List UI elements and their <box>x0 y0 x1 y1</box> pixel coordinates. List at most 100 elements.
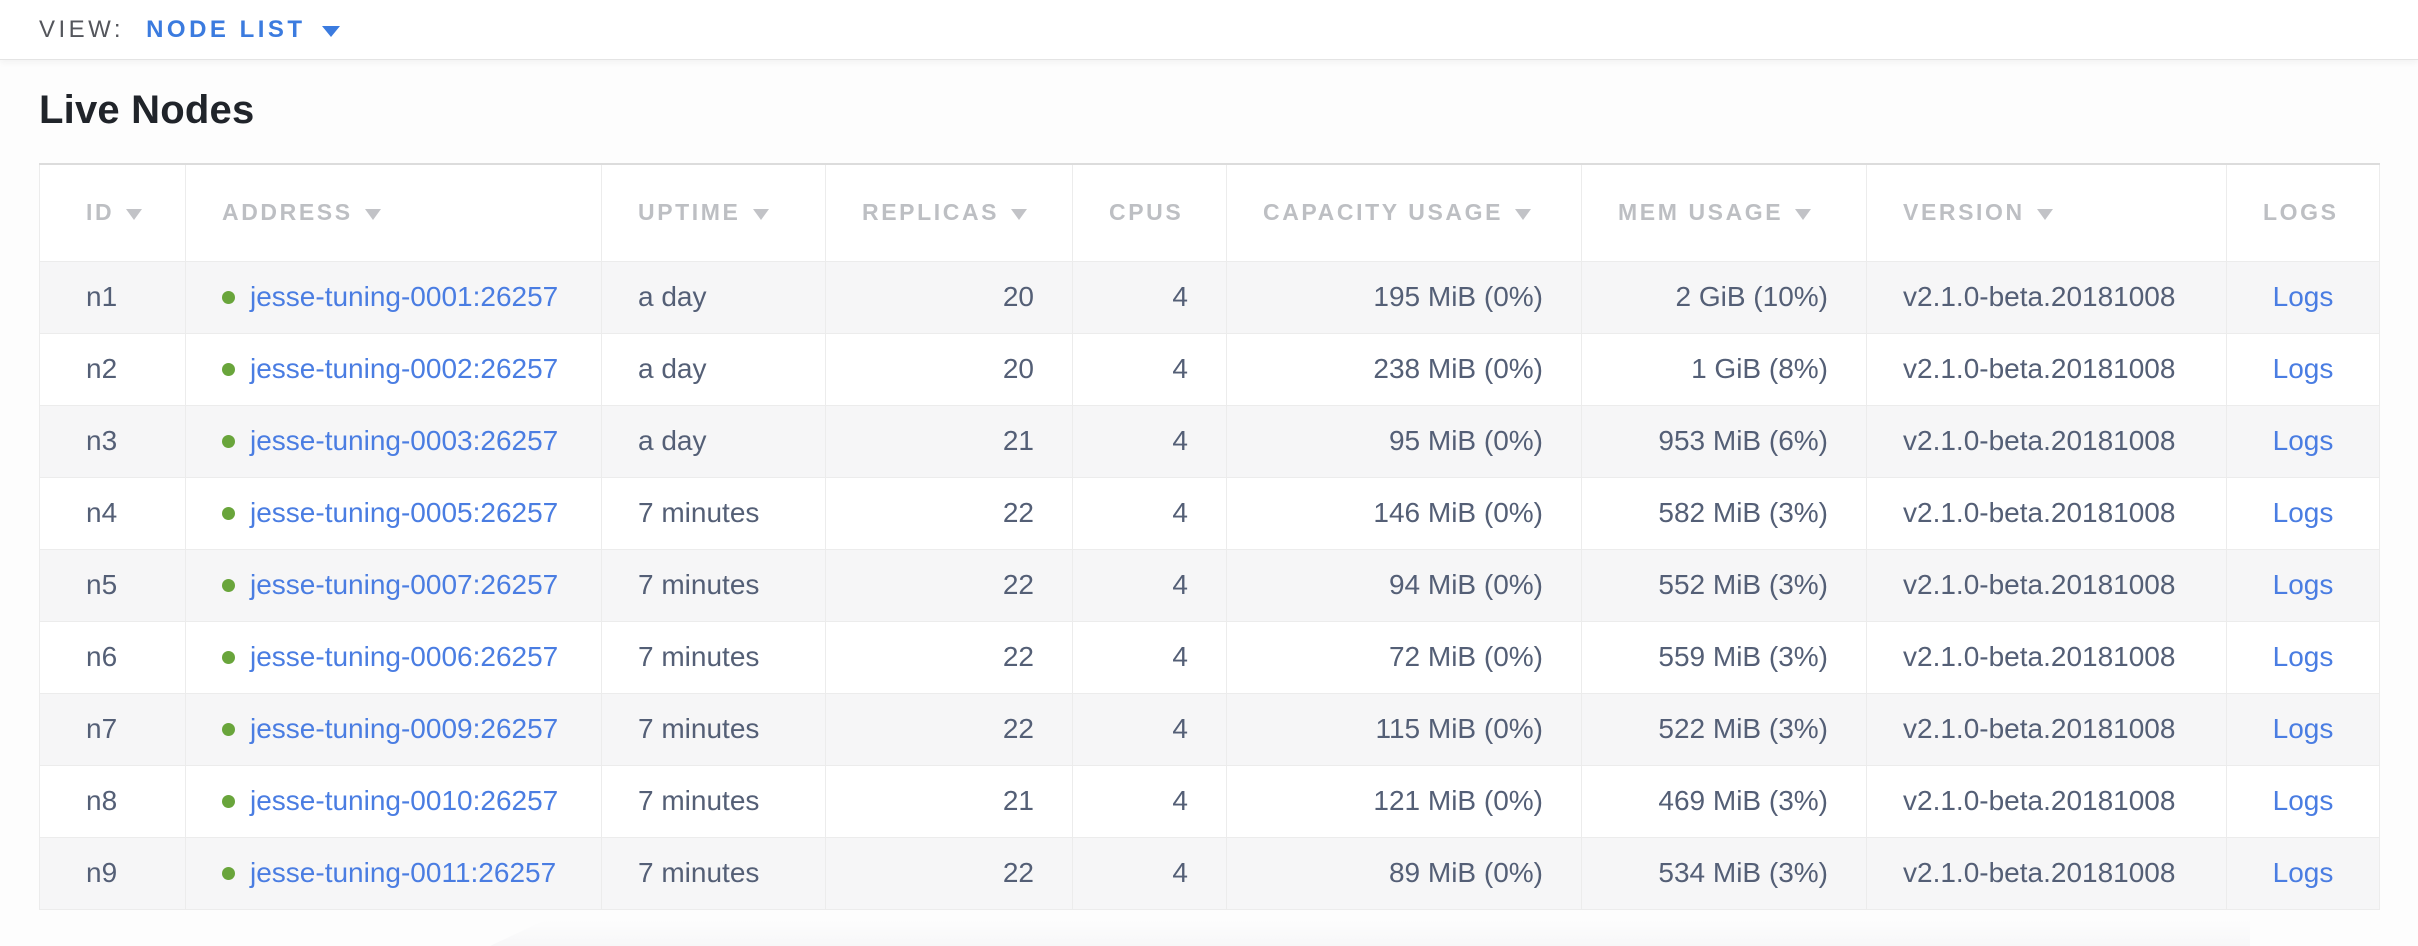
node-address-link[interactable]: jesse-tuning-0006:26257 <box>250 641 559 672</box>
node-id-cell: n3 <box>39 404 186 478</box>
node-cpus-cell: 4 <box>1072 332 1227 406</box>
sort-desc-icon <box>752 209 769 221</box>
node-address-cell: jesse-tuning-0006:26257 <box>185 620 602 694</box>
table-header-row: ID ADDRESS UPTIME REPLICAS CPUS CAPACITY… <box>39 163 2380 262</box>
node-logs-cell: Logs <box>2226 836 2380 910</box>
node-logs-link[interactable]: Logs <box>2272 857 2334 888</box>
node-logs-cell: Logs <box>2226 620 2380 694</box>
node-logs-link[interactable]: Logs <box>2272 497 2334 528</box>
node-address-link[interactable]: jesse-tuning-0011:26257 <box>250 857 557 888</box>
node-id-cell: n9 <box>39 836 186 910</box>
sort-desc-icon <box>1515 209 1532 221</box>
sort-desc-icon <box>364 209 381 221</box>
sort-desc-icon <box>2036 209 2053 221</box>
table-row: n4 jesse-tuning-0005:26257 7 minutes 22 … <box>39 476 2380 550</box>
node-status-dot-icon <box>222 506 235 520</box>
node-capacity-usage-cell: 94 MiB (0%) <box>1226 548 1582 622</box>
column-header-cpus: CPUS <box>1072 163 1227 262</box>
node-mem-usage-cell: 469 MiB (3%) <box>1581 764 1867 838</box>
node-cpus-cell: 4 <box>1072 764 1227 838</box>
node-address-cell: jesse-tuning-0007:26257 <box>185 548 602 622</box>
node-version-cell: v2.1.0-beta.20181008 <box>1866 404 2227 478</box>
node-address-link[interactable]: jesse-tuning-0002:26257 <box>250 353 559 384</box>
column-header-logs: LOGS <box>2226 163 2380 262</box>
node-status-dot-icon <box>222 362 235 376</box>
node-version-cell: v2.1.0-beta.20181008 <box>1866 836 2227 910</box>
node-replicas-cell: 22 <box>825 836 1073 910</box>
chevron-down-icon <box>321 25 340 37</box>
node-version-cell: v2.1.0-beta.20181008 <box>1866 548 2227 622</box>
node-logs-link[interactable]: Logs <box>2272 641 2334 672</box>
node-logs-link[interactable]: Logs <box>2272 713 2334 744</box>
node-uptime-cell: 7 minutes <box>601 476 826 550</box>
node-address-cell: jesse-tuning-0009:26257 <box>185 692 602 766</box>
node-address-cell: jesse-tuning-0011:26257 <box>185 836 602 910</box>
node-version-cell: v2.1.0-beta.20181008 <box>1866 260 2227 334</box>
node-status-dot-icon <box>222 722 235 736</box>
node-cpus-cell: 4 <box>1072 692 1227 766</box>
node-address-cell: jesse-tuning-0005:26257 <box>185 476 602 550</box>
node-capacity-usage-cell: 238 MiB (0%) <box>1226 332 1582 406</box>
node-cpus-cell: 4 <box>1072 404 1227 478</box>
node-uptime-cell: 7 minutes <box>601 764 826 838</box>
node-uptime-cell: 7 minutes <box>601 548 826 622</box>
node-logs-link[interactable]: Logs <box>2272 569 2334 600</box>
live-nodes-page: Live Nodes ID ADDRESS UPTIME REPLICAS CP… <box>0 60 2418 946</box>
column-header-id[interactable]: ID <box>39 163 186 262</box>
node-logs-cell: Logs <box>2226 332 2380 406</box>
table-row: n2 jesse-tuning-0002:26257 a day 20 4 23… <box>39 332 2380 406</box>
node-cpus-cell: 4 <box>1072 476 1227 550</box>
page-bottom-shadow <box>490 920 2250 946</box>
node-mem-usage-cell: 552 MiB (3%) <box>1581 548 1867 622</box>
column-header-address[interactable]: ADDRESS <box>185 163 602 262</box>
node-address-cell: jesse-tuning-0010:26257 <box>185 764 602 838</box>
column-header-mem-usage[interactable]: MEM USAGE <box>1581 163 1867 262</box>
node-logs-link[interactable]: Logs <box>2272 785 2334 816</box>
column-header-version[interactable]: VERSION <box>1866 163 2227 262</box>
node-mem-usage-cell: 1 GiB (8%) <box>1581 332 1867 406</box>
node-cpus-cell: 4 <box>1072 260 1227 334</box>
table-row: n6 jesse-tuning-0006:26257 7 minutes 22 … <box>39 620 2380 694</box>
column-header-capacity-usage[interactable]: CAPACITY USAGE <box>1226 163 1582 262</box>
view-dropdown-value[interactable]: NODE LIST <box>146 15 306 43</box>
column-header-uptime[interactable]: UPTIME <box>601 163 826 262</box>
node-replicas-cell: 20 <box>825 332 1073 406</box>
node-replicas-cell: 21 <box>825 764 1073 838</box>
node-capacity-usage-cell: 95 MiB (0%) <box>1226 404 1582 478</box>
node-status-dot-icon <box>222 866 235 880</box>
node-status-dot-icon <box>222 650 235 664</box>
node-mem-usage-cell: 953 MiB (6%) <box>1581 404 1867 478</box>
node-replicas-cell: 22 <box>825 692 1073 766</box>
node-logs-cell: Logs <box>2226 692 2380 766</box>
view-bar: VIEW: NODE LIST <box>0 0 2418 60</box>
node-mem-usage-cell: 522 MiB (3%) <box>1581 692 1867 766</box>
node-address-link[interactable]: jesse-tuning-0009:26257 <box>250 713 559 744</box>
column-header-replicas[interactable]: REPLICAS <box>825 163 1073 262</box>
node-logs-cell: Logs <box>2226 548 2380 622</box>
node-logs-link[interactable]: Logs <box>2272 353 2334 384</box>
node-address-link[interactable]: jesse-tuning-0007:26257 <box>250 569 559 600</box>
table-row: n3 jesse-tuning-0003:26257 a day 21 4 95… <box>39 404 2380 478</box>
node-logs-link[interactable]: Logs <box>2272 281 2334 312</box>
node-version-cell: v2.1.0-beta.20181008 <box>1866 692 2227 766</box>
node-id-cell: n6 <box>39 620 186 694</box>
node-capacity-usage-cell: 121 MiB (0%) <box>1226 764 1582 838</box>
node-logs-link[interactable]: Logs <box>2272 425 2334 456</box>
node-uptime-cell: 7 minutes <box>601 836 826 910</box>
node-logs-cell: Logs <box>2226 476 2380 550</box>
view-dropdown[interactable]: NODE LIST <box>146 16 340 44</box>
node-cpus-cell: 4 <box>1072 836 1227 910</box>
node-mem-usage-cell: 559 MiB (3%) <box>1581 620 1867 694</box>
node-address-link[interactable]: jesse-tuning-0001:26257 <box>250 281 559 312</box>
node-table-body: n1 jesse-tuning-0001:26257 a day 20 4 19… <box>39 260 2380 910</box>
table-row: n7 jesse-tuning-0009:26257 7 minutes 22 … <box>39 692 2380 766</box>
node-id-cell: n7 <box>39 692 186 766</box>
table-row: n1 jesse-tuning-0001:26257 a day 20 4 19… <box>39 260 2380 334</box>
node-address-link[interactable]: jesse-tuning-0010:26257 <box>250 785 559 816</box>
node-address-cell: jesse-tuning-0002:26257 <box>185 332 602 406</box>
node-mem-usage-cell: 2 GiB (10%) <box>1581 260 1867 334</box>
node-id-cell: n5 <box>39 548 186 622</box>
node-version-cell: v2.1.0-beta.20181008 <box>1866 764 2227 838</box>
node-address-link[interactable]: jesse-tuning-0003:26257 <box>250 425 559 456</box>
node-address-link[interactable]: jesse-tuning-0005:26257 <box>250 497 559 528</box>
